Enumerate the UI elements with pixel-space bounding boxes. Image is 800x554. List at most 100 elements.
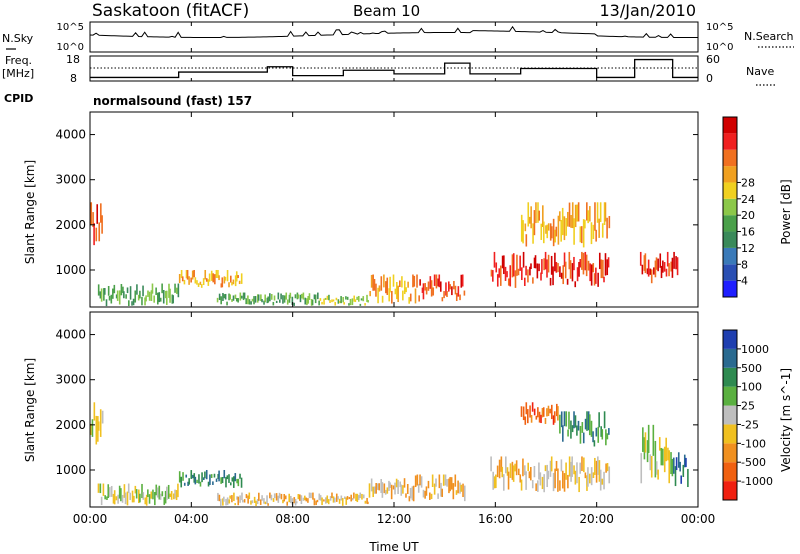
heatmap-cell [366,294,368,302]
heatmap-cell [154,491,156,506]
heatmap-cell [443,291,445,299]
noise-left-tick-top: 10^5 [57,22,84,33]
heatmap-cell [346,496,349,500]
heatmap-cell [608,428,610,435]
heatmap-cell [560,219,562,242]
heatmap-cell [105,299,108,307]
heatmap-cell [385,281,387,294]
heatmap-cell [342,296,344,303]
heatmap-cell [187,481,189,486]
heatmap-cell [323,499,325,502]
heatmap-cell [571,263,574,282]
heatmap-cell [223,496,225,502]
colorbar-tick-label: 28 [741,176,755,189]
heatmap-cell [228,282,230,288]
heatmap-cell [263,300,265,305]
heatmap-cell [329,300,331,303]
heatmap-cell [175,287,178,294]
heatmap-cell [267,296,270,303]
heatmap-cell [193,269,195,278]
heatmap-cell [425,287,428,295]
heatmap-cell [367,300,369,303]
heatmap-cell [280,293,282,300]
heatmap-cell [237,478,240,487]
heatmap-cell [370,274,373,288]
heatmap-cell [312,492,314,500]
heatmap-cell [397,285,399,303]
heatmap-cell [201,472,203,483]
heatmap-cell [286,501,289,506]
heatmap-cell [321,497,323,506]
heatmap-cell [264,294,266,303]
heatmap-cell [205,278,208,282]
heatmap-cell [92,212,94,228]
heatmap-cell [493,476,496,489]
heatmap-cell [606,217,608,239]
heatmap-cell [364,500,367,504]
heatmap-cell [207,279,210,286]
heatmap-cell [402,485,404,494]
nave-label: Nave [746,65,774,78]
heatmap-cell [368,483,371,498]
colorbar-segment [723,405,737,425]
heatmap-cell [547,223,550,231]
heatmap-cell [308,492,311,499]
heatmap-cell [524,223,527,232]
heatmap-cell [316,499,319,503]
heatmap-cell [142,492,145,500]
heatmap-cell [340,296,342,304]
heatmap-cell [503,255,505,275]
heatmap-cell [380,276,383,291]
heatmap-cell [595,229,597,242]
y-tick-label: 3000 [55,373,86,387]
heatmap-cell [493,251,496,268]
heatmap-cell [578,476,580,493]
heatmap-cell [604,202,607,222]
heatmap-cell [147,489,149,498]
noise-left-tick-bottom: 10^0 [57,42,84,53]
heatmap-cell [642,427,644,452]
heatmap-cell [241,295,243,299]
heatmap-cell [496,274,499,287]
heatmap-cell [537,407,539,418]
heatmap-cell [584,472,587,479]
heatmap-cell [550,456,553,472]
heatmap-cell [670,261,672,272]
heatmap-cell [357,295,360,302]
heatmap-cell [213,473,216,478]
y-tick-label: 4000 [55,328,86,342]
heatmap-cell [229,482,232,486]
heatmap-cell [670,452,672,475]
heatmap-cell [223,276,226,284]
heatmap-cell [557,263,559,273]
heatmap-cell [220,477,222,484]
velocity-colorbar-label: Velocity [m s^-1] [779,368,793,472]
heatmap-cell [275,493,278,501]
heatmap-cell [403,280,406,295]
heatmap-cell [224,276,227,281]
heatmap-cell [455,292,458,302]
heatmap-cell [110,485,113,497]
colorbar-segment [723,182,737,199]
heatmap-cell [560,272,563,279]
heatmap-cell [433,483,436,495]
heatmap-cell [266,495,268,504]
heatmap-cell [549,460,552,477]
heatmap-cell [359,492,362,499]
heatmap-cell [444,474,447,486]
heatmap-cell [527,269,529,283]
heatmap-cell [450,477,453,490]
heatmap-cell [509,265,512,287]
heatmap-cell [297,294,300,299]
heatmap-cell [668,450,671,484]
freq-tick-bottom: 8 [70,72,77,85]
heatmap-cell [231,495,233,503]
heatmap-cell [455,490,458,495]
heatmap-cell [438,474,441,489]
heatmap-cell [248,492,251,499]
heatmap-cell [559,414,561,434]
heatmap-cell [534,255,537,269]
heatmap-cell [538,411,541,423]
x-tick-label: 00:00 [681,512,716,526]
heatmap-cell [533,257,536,269]
